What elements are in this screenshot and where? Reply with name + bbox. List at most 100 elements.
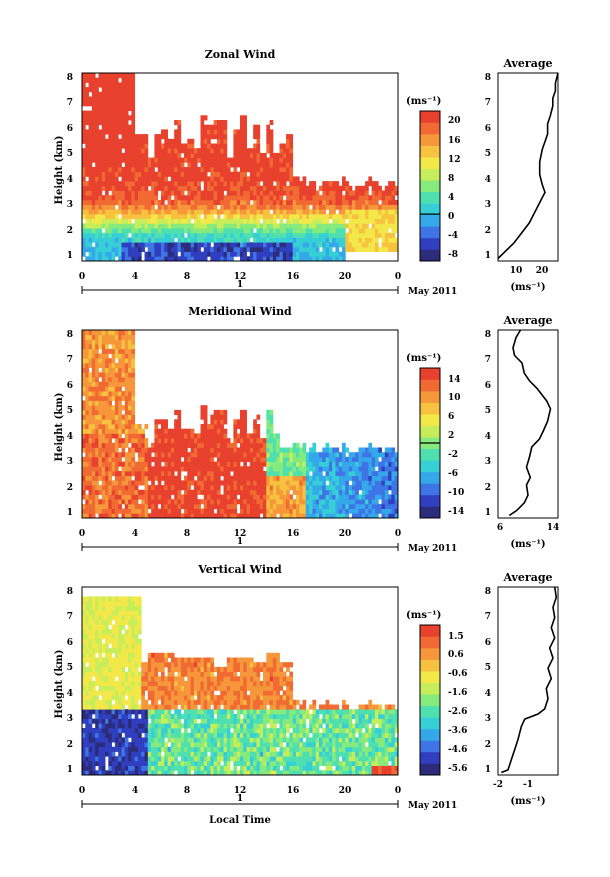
heatmap-cell	[303, 443, 307, 448]
heatmap-cell	[266, 214, 270, 219]
heatmap-cell	[220, 452, 224, 457]
heatmap-cell	[89, 733, 93, 738]
heatmap-cell	[220, 167, 224, 172]
heatmap-cell	[329, 495, 333, 500]
heatmap-cell	[138, 181, 142, 186]
cb-tick: 14	[448, 375, 461, 385]
heatmap-cell	[154, 424, 158, 429]
heatmap-cell	[286, 462, 290, 467]
heatmap-cell	[108, 429, 112, 434]
heatmap-cell	[105, 363, 109, 368]
heatmap-cell	[253, 129, 257, 134]
heatmap-cell	[138, 153, 142, 158]
heatmap-cell	[174, 495, 178, 500]
heatmap-cell	[145, 200, 149, 205]
heatmap-cell	[309, 462, 313, 467]
heatmap-cell	[158, 443, 162, 448]
heatmap-cell	[201, 457, 205, 462]
heatmap-cell	[122, 756, 126, 761]
heatmap-cell	[201, 158, 205, 163]
heatmap-cell	[151, 223, 155, 228]
heatmap-cell	[115, 214, 119, 219]
heatmap-cell	[214, 419, 218, 424]
heatmap-cell	[335, 195, 339, 200]
heatmap-cell	[270, 158, 274, 163]
heatmap-cell	[270, 410, 274, 415]
heatmap-cell	[266, 415, 270, 420]
heatmap-cell	[131, 148, 135, 153]
cb-tick: -6	[448, 469, 458, 479]
heatmap-cell	[289, 480, 293, 485]
heatmap-cell	[164, 495, 168, 500]
heatmap-cell	[326, 223, 330, 228]
heatmap-cell	[276, 476, 280, 481]
heatmap-cell	[227, 448, 231, 453]
heatmap-cell	[296, 471, 300, 476]
heatmap-cell	[368, 509, 372, 514]
heatmap-cell	[105, 700, 109, 705]
heatmap-cell	[240, 443, 244, 448]
heatmap-cell	[168, 457, 172, 462]
heatmap-cell	[95, 363, 99, 368]
heatmap-cell	[306, 495, 310, 500]
heatmap-cell	[112, 377, 116, 382]
heatmap-cell	[112, 457, 116, 462]
heatmap-cell	[191, 476, 195, 481]
heatmap-cell	[233, 438, 237, 443]
heatmap-cell	[365, 476, 369, 481]
heatmap-cell	[128, 752, 132, 757]
heatmap-cell	[329, 223, 333, 228]
heatmap-cell	[89, 448, 93, 453]
heatmap-cell	[352, 471, 356, 476]
heatmap-cell	[131, 485, 135, 490]
heatmap-cell	[316, 480, 320, 485]
heatmap-cell	[217, 228, 221, 233]
heatmap-cell	[122, 419, 126, 424]
heatmap-cell	[382, 480, 386, 485]
heatmap-cell	[266, 247, 270, 252]
heatmap-cell	[125, 401, 129, 406]
heatmap-cell	[112, 242, 116, 247]
heatmap-cell	[151, 476, 155, 481]
heatmap-cell	[92, 382, 96, 387]
heatmap-cell	[204, 424, 208, 429]
heatmap-cell	[158, 476, 162, 481]
heatmap-cell	[204, 448, 208, 453]
heatmap-cell	[207, 480, 211, 485]
heatmap-cell	[378, 480, 382, 485]
heatmap-cell	[85, 705, 89, 710]
heatmap-cell	[233, 214, 237, 219]
heatmap-cell	[177, 499, 181, 504]
heatmap-cell	[125, 495, 129, 500]
heatmap-cell	[243, 120, 247, 125]
heatmap-cell	[118, 242, 122, 247]
heatmap-cell	[102, 690, 106, 695]
heatmap-cell	[247, 162, 251, 167]
heatmap-cell	[112, 191, 116, 196]
heatmap-cell	[95, 714, 99, 719]
heatmap-cell	[191, 162, 195, 167]
heatmap-cell	[296, 499, 300, 504]
heatmap-cell	[306, 485, 310, 490]
heatmap-cell	[82, 358, 86, 363]
heatmap-cell	[82, 247, 86, 252]
heatmap-cell	[112, 396, 116, 401]
heatmap-cell	[105, 672, 109, 677]
heatmap-cell	[191, 200, 195, 205]
heatmap-cell	[359, 214, 363, 219]
heatmap-cell	[85, 480, 89, 485]
heatmap-cell	[270, 162, 274, 167]
heatmap-cell	[105, 601, 109, 606]
heatmap-cell	[158, 471, 162, 476]
heatmap-cell	[168, 238, 172, 243]
heatmap-cell	[118, 667, 122, 672]
heatmap-cell	[164, 457, 168, 462]
heatmap-cell	[276, 228, 280, 233]
heatmap-cell	[118, 700, 122, 705]
heatmap-cell	[359, 495, 363, 500]
heatmap-cell	[131, 382, 135, 387]
heatmap-cell	[243, 415, 247, 420]
heatmap-cell	[210, 247, 214, 252]
heatmap-cell	[263, 443, 267, 448]
heatmap-cell	[303, 195, 307, 200]
